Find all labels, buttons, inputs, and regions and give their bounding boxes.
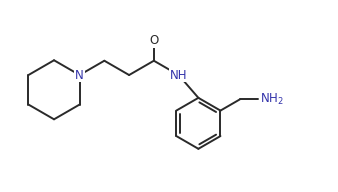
Text: O: O [149, 34, 159, 47]
Text: NH$_2$: NH$_2$ [260, 92, 284, 107]
Text: NH: NH [170, 69, 187, 82]
Text: N: N [75, 69, 84, 82]
